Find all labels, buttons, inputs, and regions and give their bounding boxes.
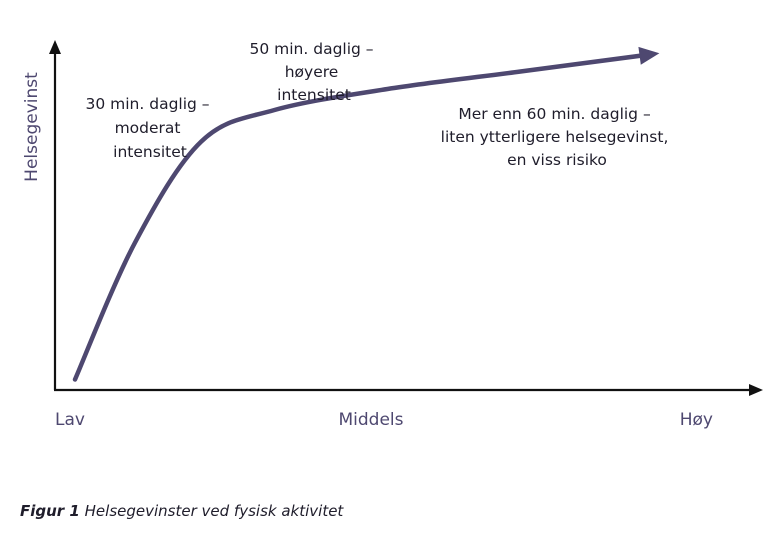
annotation-30-min-line: moderat: [115, 119, 181, 137]
annotation-50-min-line: intensitet: [277, 86, 351, 104]
figure-caption: Figur 1 Helsegevinster ved fysisk aktivi…: [20, 502, 343, 520]
y-axis-label: Helsegevinst: [22, 72, 42, 182]
x-tick-label-lav: Lav: [55, 410, 85, 430]
x-tick-label-middels: Middels: [338, 410, 403, 430]
annotation-30-min-line: intensitet: [113, 143, 187, 161]
annotation-50-min-line: 50 min. daglig –: [250, 40, 374, 58]
annotation-over-60-min-line: liten ytterligere helsegevinst,: [441, 128, 669, 146]
annotation-over-60-min: Mer enn 60 min. daglig – liten ytterlige…: [441, 105, 674, 169]
annotation-over-60-min-line: Mer enn 60 min. daglig –: [458, 105, 650, 123]
x-axis-arrowhead: [749, 384, 763, 396]
figure-number: Figur 1: [20, 502, 80, 520]
y-axis-arrowhead: [49, 40, 61, 54]
curve-arrowhead: [638, 46, 660, 65]
health-benefit-curve: [72, 51, 656, 382]
annotation-30-min-line: 30 min. daglig –: [86, 95, 210, 113]
annotation-50-min: 50 min. daglig – høyere intensitet: [250, 40, 379, 104]
annotation-50-min-line: høyere: [285, 63, 339, 81]
x-tick-label-hoy: Høy: [680, 410, 713, 430]
annotation-over-60-min-line: en viss risiko: [507, 151, 607, 169]
figure-caption-text: Helsegevinster ved fysisk aktivitet: [84, 502, 344, 520]
annotation-30-min: 30 min. daglig – moderat intensitet: [86, 95, 215, 161]
